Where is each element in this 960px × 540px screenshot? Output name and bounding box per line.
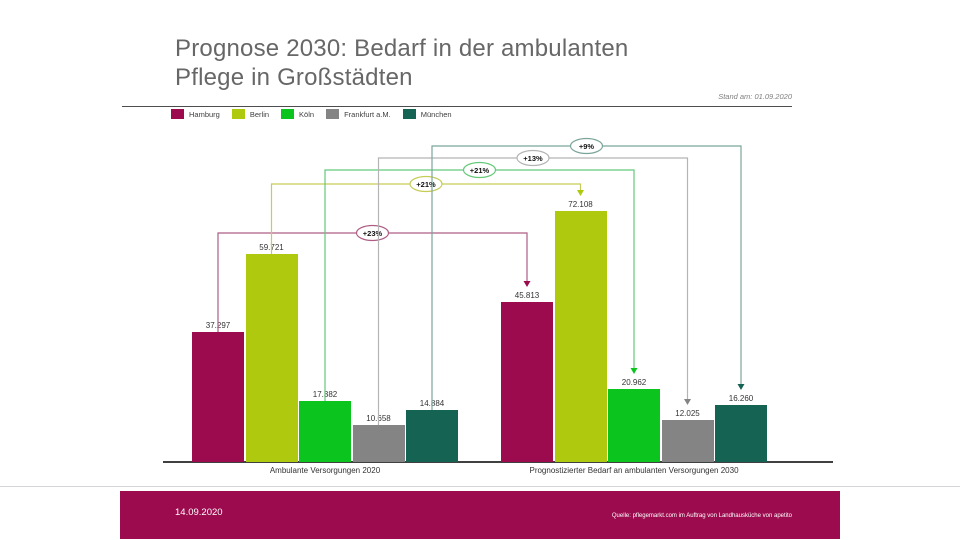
bar-value-label-munchen-2030: 16.260 [728,394,754,403]
bar-frankfurt-a-m-2030 [661,420,714,462]
legend-swatch-icon-koln [281,109,295,119]
bar-berlin-2020 [245,254,298,462]
bar-value-label-koln-2030: 20.962 [621,378,647,387]
legend-swatch-icon-hamburg [171,109,184,119]
arrow-down-icon-munchen [737,384,745,390]
bar-value-label-hamburg-2030: 45.813 [514,291,540,300]
growth-badge-label-berlin: +21% [416,180,436,189]
legend-label-frankfurt-a-m: Frankfurt a.M. [344,109,391,119]
arrow-down-icon-frankfurt-a-m [684,399,691,405]
bar-munchen-2020 [406,410,458,462]
legend-label-koln: Köln [299,109,315,119]
footer-source: Quelle: pflegemarkt.com im Auftrag von L… [611,513,792,519]
growth-connector-koln [324,169,635,401]
bar-hamburg-2030 [501,302,553,462]
legend-item-berlin: Berlin [231,109,270,119]
legend-item-hamburg: Hamburg [171,109,220,119]
bar-berlin-2030 [554,211,607,462]
legend-item-munchen: München [402,109,452,119]
legend-label-munchen: München [420,109,452,119]
page-title-line2: Pflege in Großstädten [175,64,413,91]
growth-badge-hamburg [355,224,390,242]
growth-badge-berlin [409,175,443,193]
legend-item-frankfurt-a-m: Frankfurt a.M. [326,109,391,119]
bar-frankfurt-a-m-2020 [352,425,405,462]
growth-badge-label-frankfurt-a-m: +13% [523,154,543,163]
growth-connector-frankfurt-a-m [377,157,689,425]
page-title-line1: Prognose 2030: Bedarf in der ambulanten [175,35,629,62]
footer-bar: 14.09.2020 Quelle: pflegemarkt.com im Au… [120,491,840,539]
growth-badge-frankfurt-a-m [516,149,550,167]
group-label-2030: Prognostizierter Bedarf an ambulanten Ve… [529,466,739,475]
legend-swatch-icon-frankfurt-a-m [326,109,340,119]
legend-swatch-icon-munchen [402,109,416,119]
group-label-2020: Ambulante Versorgungen 2020 [269,466,381,475]
arrow-down-icon-hamburg [523,281,531,287]
chart-legend: Hamburg Berlin Köln Frankfurt a.M. München [171,109,452,119]
growth-badge-munchen [569,137,604,155]
bar-munchen-2030 [715,405,767,462]
growth-badge-label-munchen: +9% [579,142,595,151]
growth-badge-label-hamburg: +23% [363,229,383,238]
legend-swatch-icon-berlin [231,109,245,119]
arrow-down-icon-koln [630,368,638,374]
status-date: Stand am: 01.09.2020 [718,92,792,101]
bar-value-label-berlin-2030: 72.108 [568,200,593,209]
legend-label-berlin: Berlin [249,109,270,119]
growth-connector-berlin [270,183,582,254]
growth-badge-label-koln: +21% [470,166,490,175]
bar-value-label-frankfurt-a-m-2030: 12.025 [675,409,700,418]
bar-koln-2030 [608,389,660,462]
growth-badge-koln [462,161,497,179]
header-divider [122,106,792,107]
growth-connector-hamburg [217,232,528,332]
bar-hamburg-2020 [192,332,244,462]
growth-connector-munchen [431,145,742,410]
legend-item-koln: Köln [281,109,314,119]
bar-koln-2020 [299,401,351,462]
legend-label-hamburg: Hamburg [189,109,220,119]
arrow-down-icon-berlin [577,190,584,196]
x-axis-line [163,461,833,463]
page-title: Prognose 2030: Bedarf in der ambulanten … [175,34,628,92]
footer-date: 14.09.2020 [175,507,223,518]
slide-edge-line [0,486,960,487]
